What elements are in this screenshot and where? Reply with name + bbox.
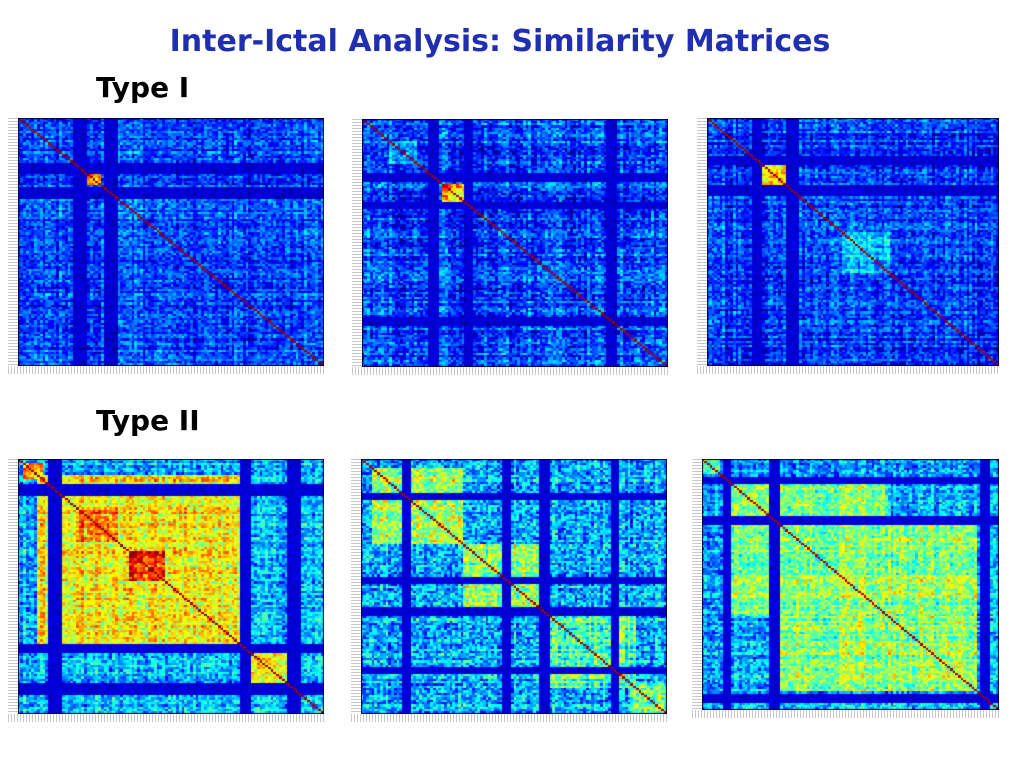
column-tick-labels	[692, 710, 999, 718]
row-tick-labels	[8, 459, 18, 714]
row-tick-labels	[8, 118, 18, 366]
heatmap-canvas	[361, 459, 667, 714]
column-tick-labels	[351, 714, 667, 722]
heatmap-canvas	[702, 459, 999, 710]
slide-title: Inter-Ictal Analysis: Similarity Matrice…	[169, 24, 831, 59]
column-tick-labels	[352, 367, 668, 375]
heatmap-canvas	[18, 118, 324, 366]
similarity-matrix-type-ii-1	[8, 459, 324, 722]
row-tick-labels	[692, 459, 702, 710]
row-tick-labels	[697, 118, 707, 366]
heatmap-canvas	[18, 459, 324, 714]
similarity-matrix-type-i-3	[697, 118, 999, 374]
column-tick-labels	[697, 366, 999, 374]
column-tick-labels	[8, 366, 324, 374]
type-ii-label: Type II	[96, 404, 200, 437]
column-tick-labels	[8, 714, 324, 722]
similarity-matrix-type-i-1	[8, 118, 324, 374]
row-tick-labels	[352, 119, 362, 367]
similarity-matrix-type-ii-2	[351, 459, 667, 722]
row-tick-labels	[351, 459, 361, 714]
type-i-label: Type I	[96, 71, 190, 104]
similarity-matrix-type-ii-3	[692, 459, 999, 718]
similarity-matrix-type-i-2	[352, 119, 668, 375]
heatmap-canvas	[707, 118, 999, 366]
heatmap-canvas	[362, 119, 668, 367]
